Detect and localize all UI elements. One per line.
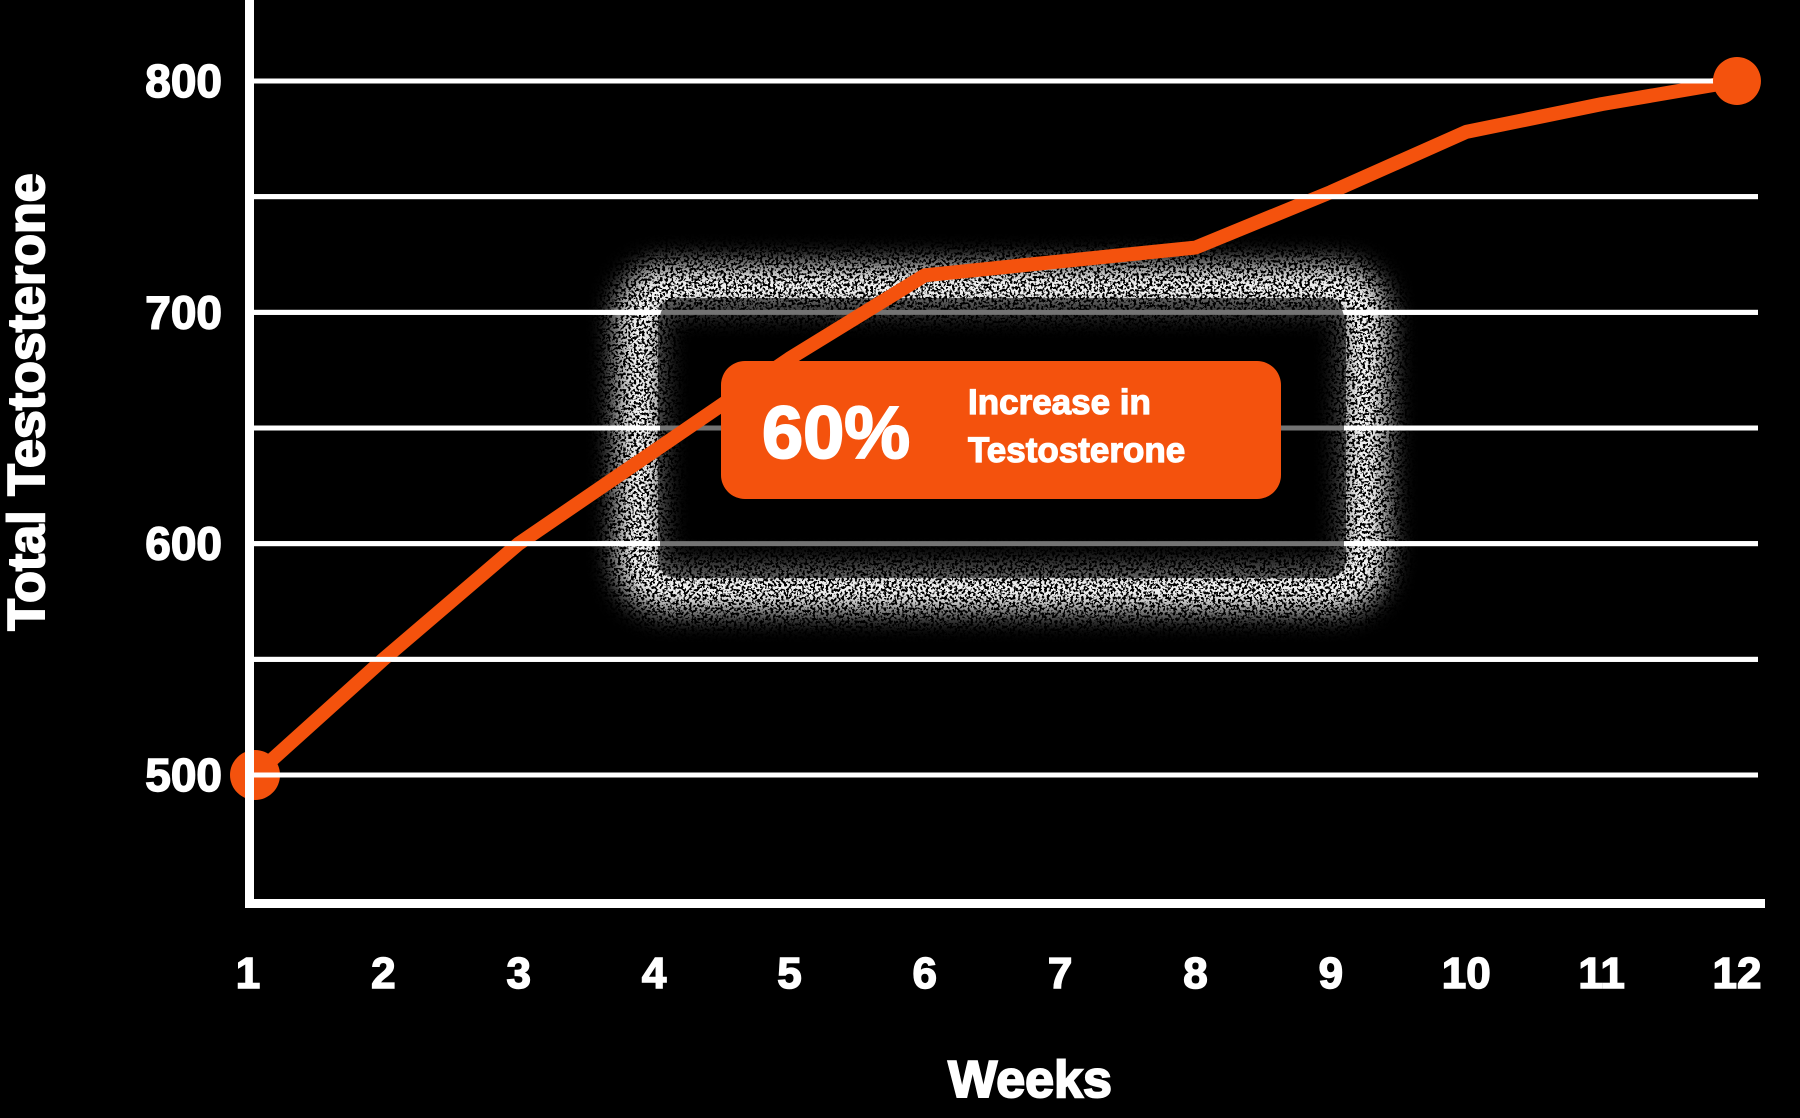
x-tick-label-12: 12: [1712, 949, 1761, 998]
end-point-marker: [1712, 57, 1761, 105]
x-tick-label-1: 1: [236, 949, 260, 998]
y-tick-label-700: 700: [145, 286, 222, 338]
x-tick-label-4: 4: [642, 949, 667, 998]
annotation-text-line1: Increase in: [968, 383, 1151, 422]
gridlines-over: [254, 78, 1758, 778]
x-tick-label-10: 10: [1442, 949, 1491, 998]
spray-noise-border: [617, 265, 1387, 611]
y-tick-label-600: 600: [145, 518, 222, 570]
y-tick-label-800: 800: [145, 55, 222, 107]
y-axis-title: Total Testosterone: [0, 173, 56, 630]
x-tick-labels: 1 2 3 4 5 6 7 8 9 10 11 12: [235, 948, 1762, 999]
annotation-text-line2: Testosterone: [968, 431, 1185, 470]
annotation-stat: 60%: [762, 391, 910, 474]
x-axis-line: [245, 899, 1765, 908]
end-point-marker-dot: [1712, 57, 1761, 105]
x-tick-label-8: 8: [1183, 949, 1207, 998]
annotation-badge-background: [721, 361, 1281, 499]
testosterone-line: [248, 74, 1744, 782]
x-tick-label-3: 3: [506, 949, 530, 998]
y-axis-line: [245, 0, 254, 908]
x-tick-label-2: 2: [371, 949, 395, 998]
x-tick-label-6: 6: [913, 949, 937, 998]
x-axis-title: Weeks: [948, 1051, 1112, 1109]
y-tick-labels: 800 700 600 500: [145, 54, 223, 802]
annotation-badge: 60% Increase in Testosterone: [721, 361, 1281, 499]
x-tick-label-11: 11: [1578, 949, 1625, 998]
y-tick-label-500: 500: [145, 749, 222, 801]
x-tick-label-5: 5: [777, 949, 801, 998]
x-tick-label-9: 9: [1319, 949, 1343, 998]
x-tick-label-7: 7: [1048, 949, 1072, 998]
